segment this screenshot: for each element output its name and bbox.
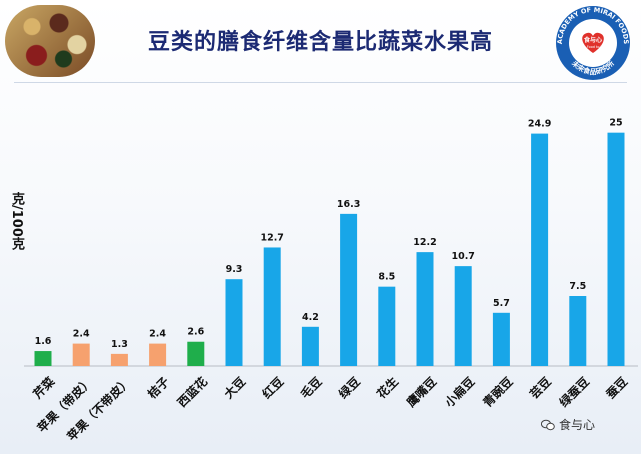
value-label-7: 4.2 [302, 312, 319, 323]
x-tick-label-12: 青豌豆 [480, 374, 516, 410]
x-tick-label-11: 小扁豆 [441, 374, 477, 410]
y-axis-label: 克/100克 [9, 192, 24, 250]
x-tick-label-2: 苹果（不带皮） [64, 374, 134, 444]
value-label-3: 2.4 [149, 329, 166, 340]
value-label-6: 12.7 [260, 232, 283, 243]
logo-center-text: 食与心 [583, 36, 602, 44]
academy-logo: ACADEMY OF MIRAI FOODS 未来食品研究所 食与心 From … [556, 6, 630, 80]
x-tick-label-10: 鹰嘴豆 [403, 374, 439, 410]
bar-11 [454, 266, 472, 366]
page-title: 豆类的膳食纤维含量比蔬菜水果高 [147, 30, 493, 55]
bar-6 [263, 247, 281, 366]
bar-9 [378, 286, 396, 366]
x-tick-label-5: 大豆 [221, 374, 249, 402]
bar-3 [149, 343, 167, 366]
value-label-10: 12.2 [413, 237, 436, 248]
x-tick-label-8: 绿豆 [335, 374, 363, 402]
bar-12 [492, 312, 510, 366]
x-tick-label-6: 红豆 [259, 374, 287, 402]
bar-4 [187, 341, 205, 366]
x-tick-label-0: 芹菜 [30, 374, 58, 402]
value-label-11: 10.7 [451, 251, 474, 262]
value-label-8: 16.3 [337, 199, 360, 210]
x-tick-label-3: 桔子 [144, 374, 172, 402]
bar-15 [607, 132, 625, 366]
bar-14 [569, 296, 587, 366]
bar-10 [416, 252, 434, 366]
value-label-4: 2.6 [187, 327, 204, 338]
x-tick-label-14: 绿蚕豆 [556, 374, 592, 410]
title-divider [14, 82, 627, 83]
value-label-1: 2.4 [73, 329, 90, 340]
value-label-0: 1.6 [35, 336, 52, 347]
watermark-text: 食与心 [559, 418, 596, 432]
bar-13 [531, 133, 549, 366]
x-tick-label-7: 毛豆 [297, 374, 325, 402]
value-label-5: 9.3 [226, 264, 243, 275]
bar-2 [110, 353, 128, 366]
bar-1 [72, 343, 90, 366]
x-tick-label-13: 芸豆 [526, 374, 554, 402]
value-label-9: 8.5 [378, 272, 395, 283]
wechat-bubbles-icon [541, 419, 555, 431]
value-label-15: 25 [609, 118, 622, 129]
value-label-12: 5.7 [493, 298, 510, 309]
bar-7 [301, 326, 319, 366]
beans-photo [5, 5, 95, 77]
bar-0 [34, 351, 52, 366]
value-label-14: 7.5 [569, 281, 586, 292]
logo-center-sub: From Food to Mind [577, 45, 608, 49]
bar-8 [340, 213, 358, 366]
value-label-13: 24.9 [528, 119, 551, 130]
x-tick-label-4: 西蓝花 [174, 374, 210, 410]
watermark: 食与心 [541, 416, 595, 433]
x-tick-label-15: 蚕豆 [603, 374, 631, 402]
x-tick-label-9: 花生 [374, 374, 402, 402]
value-label-2: 1.3 [111, 339, 128, 350]
bar-5 [225, 279, 243, 366]
